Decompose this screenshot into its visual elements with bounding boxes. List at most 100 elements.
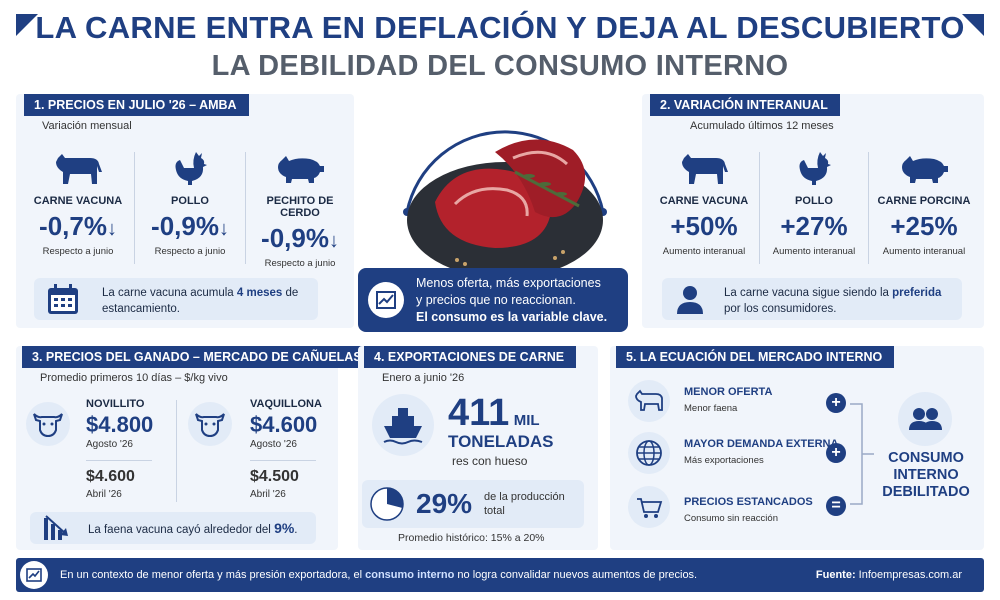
person-icon (677, 286, 703, 314)
declining-chart-icon (44, 515, 68, 540)
chicken-icon (175, 152, 207, 185)
s4-historic: Promedio histórico: 15% a 20% (398, 532, 545, 544)
section1-subtitle: Variación mensual (42, 120, 132, 132)
s3-vaquillona-prev-date: Abril '26 (250, 489, 286, 500)
equals-icon: = (826, 496, 846, 516)
s3-vaquillona: VAQUILLONA $4.600 Agosto '26 (250, 398, 322, 450)
s5-demand-label: MAYOR DEMANDA EXTERNA (684, 438, 839, 450)
growth-chart-icon (368, 282, 404, 318)
footer-text: En un contexto de menor oferta y más pre… (60, 569, 697, 581)
footer-bar: En un contexto de menor oferta y más pre… (16, 558, 984, 592)
s2-note-text-end: por los consumidores. (724, 303, 837, 315)
s1-note-text-end: de estancamiento. (102, 287, 299, 315)
cattle-icon (628, 380, 670, 422)
s3-novillito: NOVILLITO $4.800 Agosto '26 (86, 398, 153, 450)
meat-photo (403, 130, 607, 278)
cart-icon (628, 486, 670, 528)
s4-share-box: 29% de la producción total (362, 480, 584, 528)
s3-novillito-date: Agosto '26 (86, 439, 133, 450)
s4-unit-sub: res con hueso (452, 454, 528, 468)
s3-note-box: La faena vacuna cayó alrededor del 9%. (30, 512, 316, 544)
s1-pork-note: Respecto a junio (264, 258, 336, 269)
s3-novillito-prev-value: $4.600 (86, 468, 135, 485)
s5-result-line3: DEBILITADO (882, 484, 970, 500)
s4-share-value: 29% (416, 488, 473, 519)
section4-subtitle: Enero a junio '26 (382, 372, 465, 384)
footer-source-value: Infoempresas.com.ar (855, 569, 962, 581)
s1-pork-label: PECHITO DE CERDO (266, 195, 334, 219)
s4-big-number: 411 MIL (448, 392, 540, 435)
s3-vaquillona-prev-value: $4.500 (250, 468, 299, 485)
s5-result-line2: INTERNO (893, 467, 959, 483)
s3-vaquillona-prev: $4.500 Abril '26 (250, 468, 299, 500)
s3-novillito-label: NOVILLITO (86, 398, 145, 410)
s1-chicken-value: -0,9%↓ (138, 211, 242, 242)
s5-prices-label: PRECIOS ESTANCADOS (684, 496, 813, 508)
divider (868, 152, 869, 264)
s5-demand-sub: Más exportaciones (684, 455, 764, 466)
section2-subtitle: Acumulado últimos 12 meses (690, 120, 834, 132)
bracket-connector (850, 403, 874, 505)
section4-title: 4. EXPORTACIONES DE CARNE (364, 346, 577, 368)
center-message-box: Menos oferta, más exportaciones y precio… (358, 268, 628, 332)
divider (245, 152, 246, 264)
footer-source-label: Fuente: (815, 569, 856, 581)
s3-note-text-end: . (294, 524, 298, 536)
s1-chicken-note: Respecto a junio (154, 246, 226, 257)
ship-icon (372, 394, 434, 456)
s1-note-box: La carne vacuna acumula 4 meses de estan… (34, 278, 318, 320)
s3-novillito-prev-date: Abril '26 (86, 489, 122, 500)
section3-title: 3. PRECIOS DEL GANADO – MERCADO DE CAÑUE… (22, 346, 374, 368)
s5-supply-sub: Menor faena (684, 403, 738, 414)
s3-vaquillona-label: VAQUILLONA (250, 398, 322, 410)
globe-icon (628, 432, 670, 474)
chicken-icon (799, 152, 831, 185)
corner-decoration-right (962, 14, 984, 36)
s1-pork-number: -0,9% (261, 223, 329, 253)
down-arrow-icon: ↓ (218, 218, 229, 240)
s1-note-bold: 4 meses (236, 287, 283, 299)
cattle-head-icon (26, 402, 70, 446)
s2-pork-value: +25% (890, 211, 958, 241)
pig-icon (902, 156, 948, 183)
s1-item-pork: PECHITO DE CERDO -0,9%↓ Respecto a junio (248, 150, 352, 269)
s3-note-text: La faena vacuna cayó alrededor del (88, 524, 275, 536)
s3-note-bold: 9% (274, 520, 295, 536)
s2-chicken-label: POLLO (795, 195, 833, 207)
section1-title: 1. PRECIOS EN JULIO '26 – AMBA (24, 94, 249, 116)
s1-chicken-number: -0,9% (151, 211, 219, 241)
s1-item-chicken: POLLO -0,9%↓ Respecto a junio (138, 150, 242, 257)
divider (250, 460, 316, 461)
s1-pork-value: -0,9%↓ (248, 223, 352, 254)
group-icon (898, 392, 952, 446)
cow-icon (56, 154, 102, 184)
s4-unit-line: TONELADAS (448, 432, 554, 451)
s4-share-text-line2: total (484, 505, 505, 517)
s5-result-line1: CONSUMO (888, 450, 964, 466)
s2-beef-value: +50% (670, 211, 738, 241)
plus-icon: + (826, 393, 846, 413)
panel-equation (610, 346, 984, 550)
s3-novillito-prev: $4.600 Abril '26 (86, 468, 135, 500)
s5-result: CONSUMO INTERNO DEBILITADO (876, 450, 976, 501)
pig-icon (278, 156, 324, 183)
s1-beef-value: -0,7%↓ (26, 211, 130, 242)
s5-item-demand: MAYOR DEMANDA EXTERNA Más exportaciones (684, 438, 838, 466)
s1-beef-label: CARNE VACUNA (33, 195, 123, 207)
s5-item-supply: MENOR OFERTA Menor faena (684, 386, 772, 414)
share-pie-icon (370, 487, 404, 521)
section5-title: 5. LA ECUACIÓN DEL MERCADO INTERNO (616, 346, 895, 368)
down-arrow-icon: ↓ (328, 230, 339, 252)
s2-pork-label: CARNE PORCINA (877, 195, 971, 207)
footer-text-bold: consumo interno (365, 569, 455, 581)
s5-prices-sub: Consumo sin reacción (684, 513, 778, 524)
s2-note-text: La carne vacuna sigue siendo la (724, 287, 893, 299)
section2-title: 2. VARIACIÓN INTERANUAL (650, 94, 840, 116)
s2-beef-note: Aumento interanual (662, 246, 746, 257)
main-title: LA CARNE ENTRA EN DEFLACIÓN Y DEJA AL DE… (35, 10, 965, 45)
s3-vaquillona-date: Agosto '26 (250, 439, 297, 450)
s2-note-bold: preferida (892, 287, 942, 299)
center-line3: El consumo es la variable clave. (416, 310, 608, 324)
divider (134, 152, 135, 264)
